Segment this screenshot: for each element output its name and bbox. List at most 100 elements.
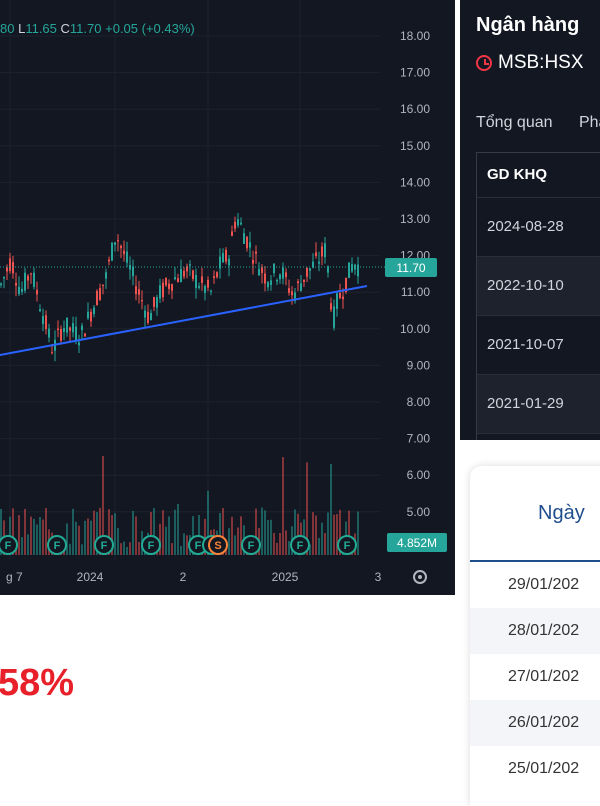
volume-bar	[240, 516, 242, 555]
volume-bar	[138, 542, 140, 555]
gear-icon[interactable]	[413, 570, 427, 584]
time-tick-label: g 7	[6, 570, 23, 584]
candle	[156, 294, 158, 316]
candle	[183, 267, 185, 280]
volume-bar	[231, 516, 233, 555]
time-tick-label: 3	[375, 570, 382, 584]
candle	[210, 289, 212, 296]
candle	[33, 267, 35, 290]
candle	[279, 273, 281, 284]
candle	[270, 275, 272, 291]
candle	[78, 334, 80, 354]
volume-bar	[78, 525, 80, 555]
candle	[201, 267, 203, 291]
volume-bar	[129, 542, 131, 555]
event-marker-label: F	[54, 540, 61, 552]
volume-bar	[333, 514, 335, 555]
candle	[177, 273, 179, 283]
candle	[81, 323, 83, 340]
time-tick-label: 2	[180, 570, 187, 584]
candle	[357, 256, 359, 284]
price-tick-label: 16.00	[400, 102, 430, 116]
volume-bar	[108, 509, 110, 555]
candle	[93, 305, 95, 318]
candle	[66, 317, 68, 337]
candle	[243, 228, 245, 244]
trendline[interactable]	[0, 285, 368, 356]
open-value: 80	[0, 21, 15, 36]
volume-bar	[309, 544, 311, 555]
volume-bar	[0, 509, 2, 555]
event-marker[interactable]: F	[0, 535, 18, 555]
candle	[249, 231, 251, 258]
volume-bar	[306, 462, 308, 555]
volume-bar	[96, 512, 98, 555]
event-marker[interactable]: F	[47, 535, 67, 555]
price-tick-label: 17.00	[400, 66, 430, 80]
volume-bar	[234, 535, 236, 555]
candle	[300, 275, 302, 292]
event-marker-label: F	[248, 540, 255, 552]
candle	[195, 268, 197, 299]
candle	[303, 279, 305, 287]
volume-bar	[192, 516, 194, 555]
candle	[15, 272, 17, 297]
candle	[159, 278, 161, 303]
candle	[204, 284, 206, 301]
volume-bar	[279, 532, 281, 555]
candle	[255, 245, 257, 264]
volume-bar	[177, 503, 179, 555]
candle	[324, 237, 326, 264]
volume-bar	[42, 519, 44, 555]
price-chart[interactable]: 18.00 17.00 16.00 15.00 14.00 13.00 12.00 11.00…	[0, 0, 455, 595]
candle	[297, 279, 299, 292]
tab-overview[interactable]: Tổng quan	[476, 114, 553, 131]
candle	[114, 242, 116, 252]
event-marker-label: F	[5, 540, 12, 552]
close-value: 11.70	[69, 21, 102, 36]
candle	[291, 286, 293, 305]
candle	[99, 283, 101, 302]
volume-bar	[18, 515, 20, 555]
volume-bar	[318, 537, 320, 555]
volume-bar	[264, 510, 266, 555]
last-price-tag: 11.70	[385, 258, 437, 277]
candle	[147, 304, 149, 325]
event-marker[interactable]: F	[337, 535, 357, 555]
event-marker[interactable]: F	[241, 535, 261, 555]
price-tick-label: 10.00	[400, 322, 430, 336]
event-marker[interactable]: S	[208, 535, 228, 555]
volume-bar	[321, 522, 323, 555]
volume-bar	[297, 513, 299, 555]
candle	[315, 242, 317, 259]
candle	[144, 305, 146, 329]
volume-bar	[27, 534, 29, 555]
candle	[108, 256, 110, 266]
candle	[213, 270, 215, 284]
event-marker-label: F	[344, 540, 351, 552]
volume-bar	[75, 521, 77, 555]
volume-bar	[69, 543, 71, 555]
price-tick-label: 15.00	[400, 139, 430, 153]
ticker-symbol: MSB:HSX	[498, 52, 584, 73]
event-marker[interactable]: F	[94, 535, 114, 555]
tab-second[interactable]: Pha	[578, 114, 600, 131]
volume-bar	[267, 520, 269, 555]
candle	[165, 277, 167, 287]
candle	[24, 267, 26, 294]
chart-canvas[interactable]: 18.0017.0016.0015.0014.0013.0012.0011.00…	[0, 0, 455, 595]
event-marker[interactable]: F	[290, 535, 310, 555]
candle	[234, 216, 236, 233]
candle	[72, 316, 74, 338]
event-marker[interactable]: F	[141, 535, 161, 555]
candle	[273, 262, 275, 277]
date-column-header[interactable]: Ngày	[470, 466, 600, 562]
table-row: 28/01/202	[470, 608, 600, 654]
date-table: Ngày 29/01/202 28/01/202 27/01/202 26/01…	[470, 466, 600, 806]
last-volume-tag: 4.852M	[387, 533, 447, 552]
candle	[237, 212, 239, 228]
volume-bar	[117, 528, 119, 555]
candle	[171, 283, 173, 300]
candle	[276, 278, 278, 285]
volume-bar	[276, 542, 278, 555]
